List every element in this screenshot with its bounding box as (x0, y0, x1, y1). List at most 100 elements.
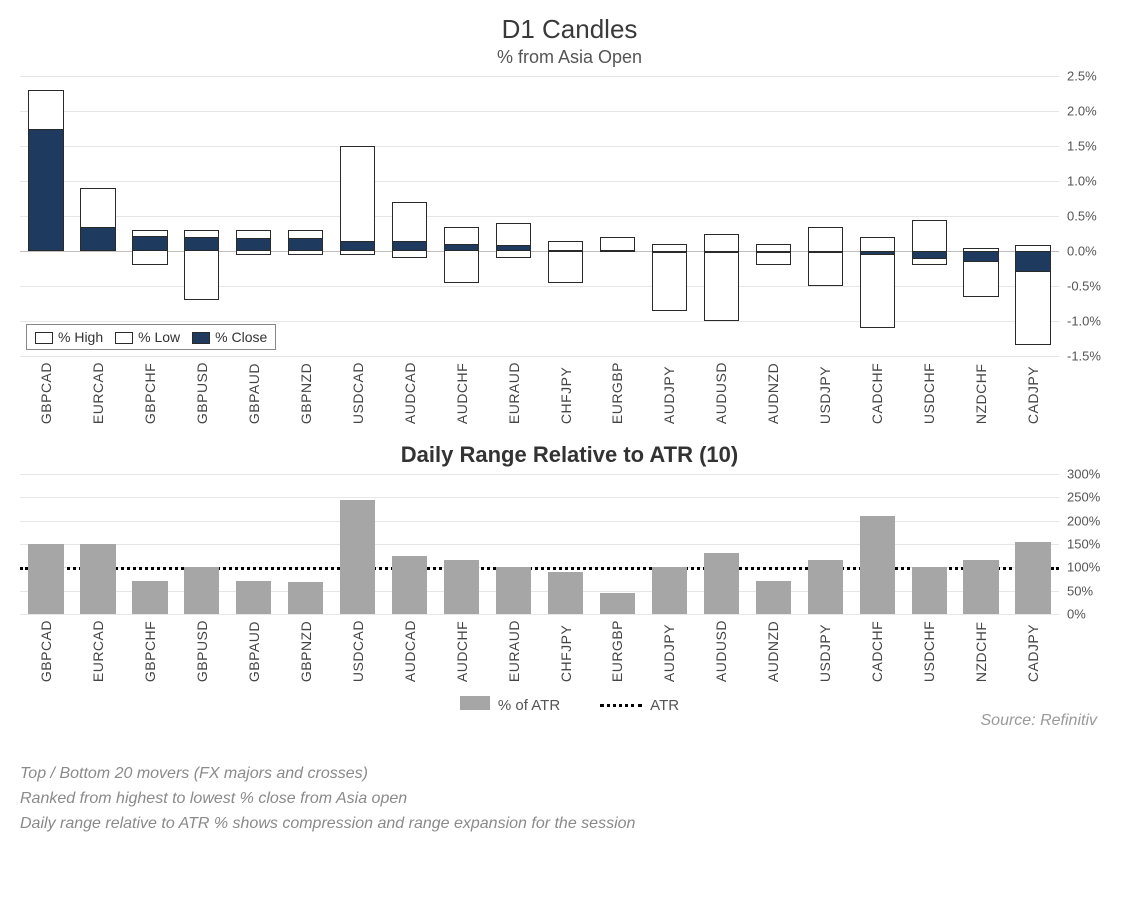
y-tick-label: 0.5% (1067, 209, 1119, 224)
x-label: GBPNZD (298, 620, 314, 682)
bar-slot (280, 76, 332, 356)
atr-bar (236, 581, 271, 614)
x-label: GBPCAD (38, 362, 54, 424)
source-attribution: Source: Refinitiv (981, 712, 1098, 730)
x-label: GBPCHF (142, 362, 158, 424)
x-label: USDCAD (350, 620, 366, 682)
bar-slot (540, 474, 592, 614)
y-tick-label: 50% (1067, 583, 1119, 598)
bar-slot (176, 76, 228, 356)
atr-bar (1015, 542, 1050, 614)
bar-slot (332, 474, 384, 614)
close-bar (340, 241, 375, 252)
atr-bar (600, 593, 635, 614)
bar-slot (903, 474, 955, 614)
chart2-title: Daily Range Relative to ATR (10) (20, 442, 1119, 468)
atr-bar (652, 567, 687, 614)
close-bar (652, 251, 687, 253)
y-tick-label: -1.0% (1067, 314, 1119, 329)
x-label: GBPAUD (246, 620, 262, 682)
atr-bar (340, 500, 375, 614)
atr-bar (963, 560, 998, 614)
gridline (20, 356, 1059, 357)
bar-slot (591, 76, 643, 356)
close-bar (756, 251, 791, 253)
atr-bar (496, 567, 531, 614)
bar-slot (20, 474, 72, 614)
bar-slot (20, 76, 72, 356)
close-bar (392, 241, 427, 252)
x-label: AUDCHF (454, 362, 470, 424)
x-label: EURAUD (506, 362, 522, 424)
atr-bar (184, 567, 219, 614)
close-bar (184, 237, 219, 251)
chart1-subtitle: % from Asia Open (20, 47, 1119, 68)
bar-slot (747, 76, 799, 356)
y-tick-label: 250% (1067, 490, 1119, 505)
atr-bar (756, 581, 791, 614)
bar-slot (280, 474, 332, 614)
x-label: AUDJPY (661, 620, 677, 682)
bar-slot (799, 76, 851, 356)
bar-slot (851, 474, 903, 614)
bar-slot (955, 76, 1007, 356)
high-low-box (808, 227, 843, 287)
footnote-line: Daily range relative to ATR % shows comp… (20, 812, 1119, 837)
y-tick-label: -0.5% (1067, 279, 1119, 294)
x-label: GBPCHF (142, 620, 158, 682)
y-tick-label: 1.5% (1067, 139, 1119, 154)
y-tick-label: 300% (1067, 467, 1119, 482)
x-label: USDCHF (921, 620, 937, 682)
bar-slot (643, 474, 695, 614)
x-label: EURGBP (609, 362, 625, 424)
bar-slot (228, 76, 280, 356)
x-label: AUDJPY (661, 362, 677, 424)
chart1-plot-area: % High % Low % Close (20, 76, 1059, 356)
bar-slot (488, 76, 540, 356)
bar-slot (384, 76, 436, 356)
bar-slot (695, 76, 747, 356)
x-label: AUDUSD (713, 620, 729, 682)
chart1-x-labels: GBPCADEURCADGBPCHFGBPUSDGBPAUDGBPNZDUSDC… (20, 362, 1119, 424)
x-label: AUDCHF (454, 620, 470, 682)
x-label: USDJPY (817, 620, 833, 682)
chart2-y-axis: 0%50%100%150%200%250%300% (1059, 474, 1119, 614)
high-low-box (756, 244, 791, 265)
y-tick-label: 100% (1067, 560, 1119, 575)
x-label: AUDUSD (713, 362, 729, 424)
y-tick-label: -1.5% (1067, 349, 1119, 364)
footnote-line: Ranked from highest to lowest % close fr… (20, 787, 1119, 812)
atr-bar (808, 560, 843, 614)
chart1: % High % Low % Close -1.5%-1.0%-0.5%0.0%… (20, 76, 1119, 356)
x-label: USDJPY (817, 362, 833, 424)
close-bar (600, 250, 635, 252)
bar-slot (799, 474, 851, 614)
x-label: USDCHF (921, 362, 937, 424)
bar-slot (540, 76, 592, 356)
bar-slot (72, 474, 124, 614)
close-bar (444, 244, 479, 251)
close-bar (132, 236, 167, 251)
x-label: AUDCAD (402, 620, 418, 682)
atr-bar (548, 572, 583, 614)
atr-bar (28, 544, 63, 614)
x-label: EURGBP (609, 620, 625, 682)
bar-slot (591, 474, 643, 614)
atr-bar (704, 553, 739, 614)
y-tick-label: 0% (1067, 607, 1119, 622)
chart1-title: D1 Candles (20, 14, 1119, 45)
atr-bar (80, 544, 115, 614)
close-bar (704, 251, 739, 253)
bar-slot (851, 76, 903, 356)
y-tick-label: 1.0% (1067, 174, 1119, 189)
footnotes: Top / Bottom 20 movers (FX majors and cr… (20, 762, 1119, 836)
bar-slot (1007, 76, 1059, 356)
atr-bar (392, 556, 427, 614)
atr-bar (288, 582, 323, 614)
x-label: NZDCHF (973, 362, 989, 424)
y-tick-label: 200% (1067, 513, 1119, 528)
bar-slot (124, 76, 176, 356)
bar-slot (695, 474, 747, 614)
close-bar (1015, 251, 1050, 272)
close-bar (548, 250, 583, 252)
